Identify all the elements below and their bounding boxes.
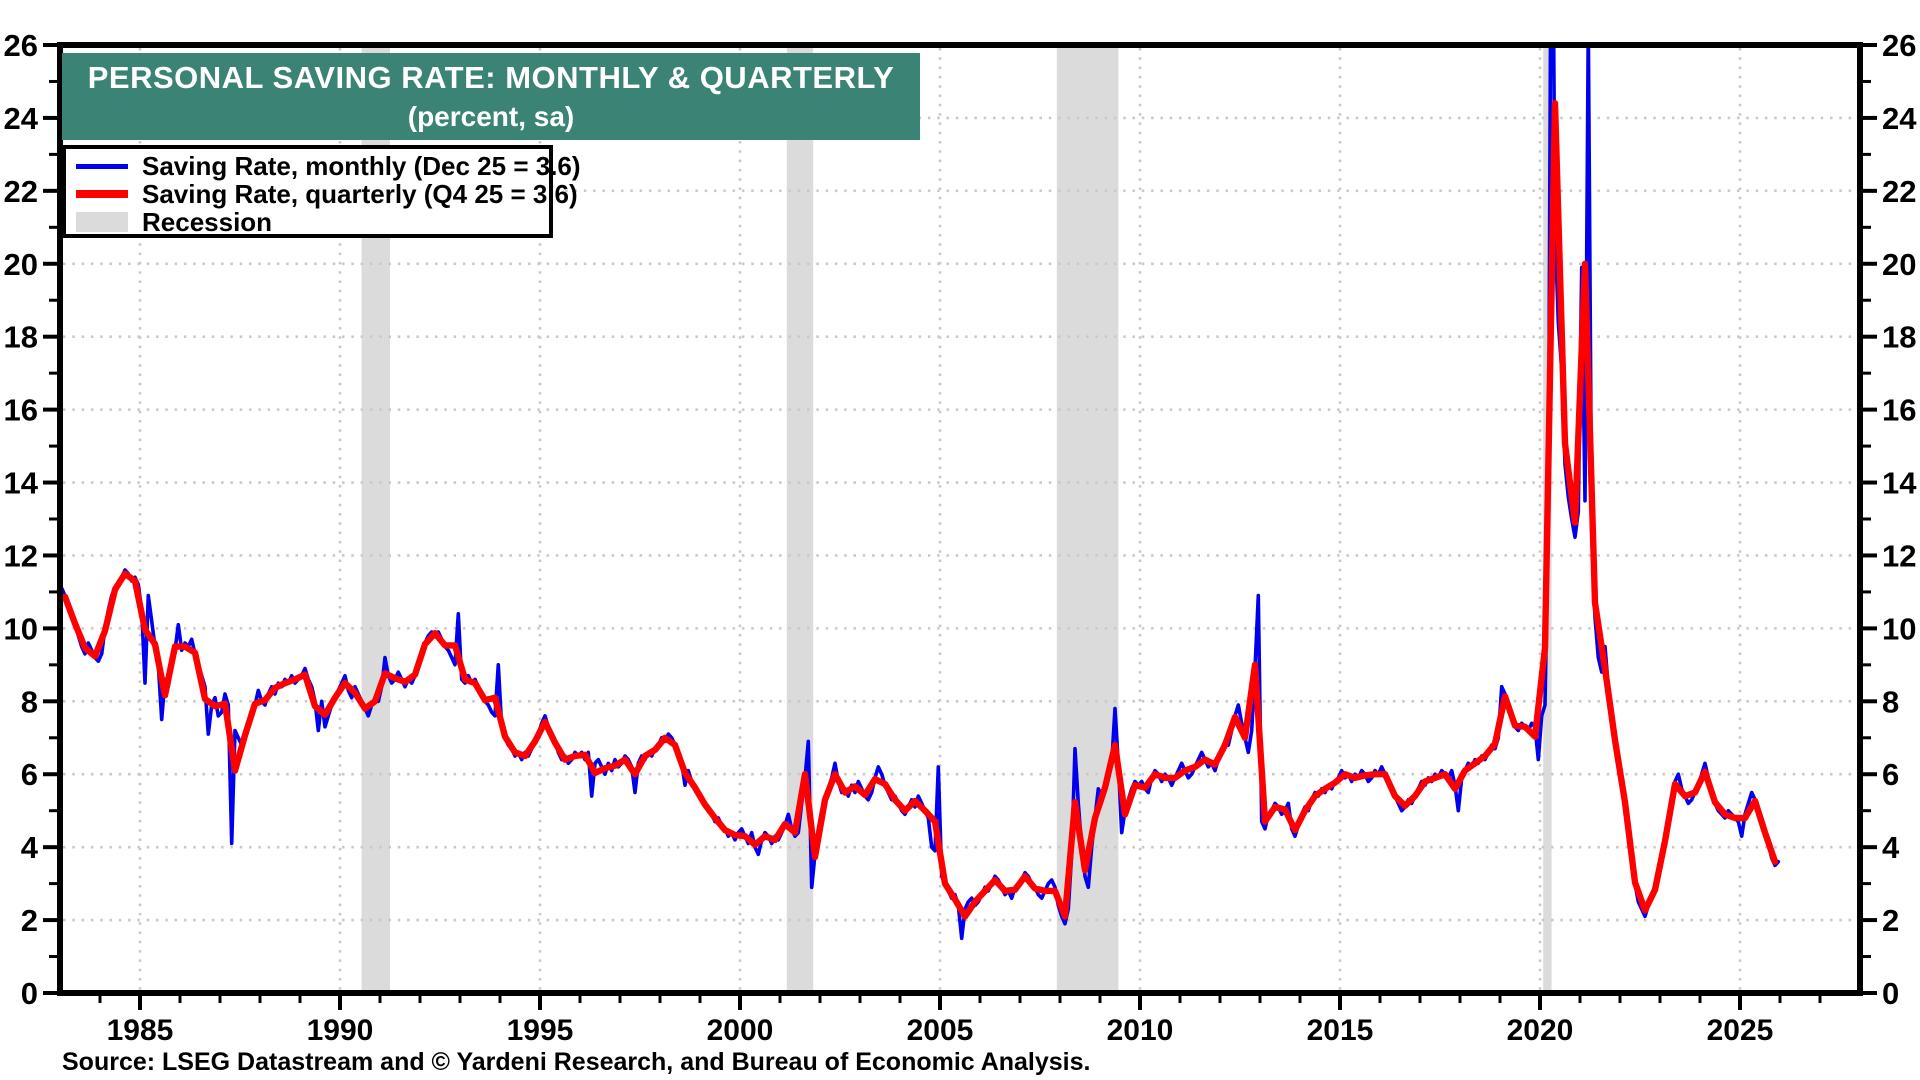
y-axis-left-tick-label: 10: [4, 611, 38, 646]
y-axis-left-tick-label: 20: [4, 247, 38, 282]
y-axis-left-tick-label: 0: [21, 976, 38, 1011]
x-axis-tick-label: 1990: [307, 1014, 374, 1047]
y-axis-left-tick-label: 26: [4, 28, 38, 63]
monthly-saving-rate-line: [63, 48, 1781, 941]
y-axis-right-tick-label: 6: [1882, 757, 1899, 792]
x-axis-tick-label: 1995: [507, 1014, 574, 1047]
source-note: Source: LSEG Datastream and © Yardeni Re…: [62, 1048, 1091, 1076]
legend-label-quarterly: Saving Rate, quarterly (Q4 25 = 3.6): [142, 179, 578, 209]
y-axis-right-tick-label: 16: [1882, 393, 1916, 428]
legend: Saving Rate, monthly (Dec 25 = 3.6) Savi…: [62, 145, 581, 238]
y-axis-right-tick-label: 14: [1882, 466, 1917, 501]
legend-item-monthly: Saving Rate, monthly (Dec 25 = 3.6): [76, 152, 581, 180]
x-axis-tick-label: 2020: [1507, 1014, 1574, 1047]
y-axis-right-tick-label: 0: [1882, 976, 1899, 1011]
chart-title-box: PERSONAL SAVING RATE: MONTHLY & QUARTERL…: [62, 53, 920, 140]
y-axis-right-tick-label: 8: [1882, 684, 1899, 719]
y-axis-right-tick-label: 12: [1882, 538, 1916, 573]
legend-item-recession: Recession: [76, 208, 549, 236]
recession-swatch-icon: [76, 212, 128, 232]
y-axis-right-tick-label: 4: [1882, 830, 1900, 865]
y-axis-left-tick-label: 14: [4, 466, 39, 501]
x-axis-tick-label: 2005: [907, 1014, 974, 1047]
y-axis-right-tick-label: 10: [1882, 611, 1916, 646]
y-axis-right-tick-label: 22: [1882, 174, 1916, 209]
legend-label-recession: Recession: [142, 207, 273, 237]
x-axis-tick-label: 2010: [1107, 1014, 1174, 1047]
y-axis-left-tick-label: 22: [4, 174, 38, 209]
y-axis-left-tick-label: 24: [4, 101, 39, 136]
y-axis-left-tick-label: 4: [21, 830, 39, 865]
y-axis-right-tick-label: 2: [1882, 903, 1899, 938]
y-axis-left-tick-label: 2: [21, 903, 38, 938]
y-axis-left-tick-label: 8: [21, 684, 38, 719]
y-axis-right-tick-label: 26: [1882, 28, 1916, 63]
y-axis-left-tick-label: 18: [4, 320, 38, 355]
y-axis-right-tick-label: 20: [1882, 247, 1916, 282]
y-axis-left-tick-label: 12: [4, 538, 38, 573]
x-axis-tick-label: 1985: [107, 1014, 174, 1047]
chart-subtitle: (percent, sa): [407, 101, 575, 132]
x-axis-tick-label: 2000: [707, 1014, 774, 1047]
recession-band: [1056, 48, 1119, 990]
chart-title: PERSONAL SAVING RATE: MONTHLY & QUARTERL…: [87, 60, 895, 95]
plot-frame: [57, 42, 1863, 996]
quarterly-line-swatch-icon: [76, 190, 128, 198]
y-axis-left-tick-label: 6: [21, 757, 38, 792]
monthly-line-swatch-icon: [76, 163, 128, 169]
legend-label-monthly: Saving Rate, monthly (Dec 25 = 3.6): [142, 151, 581, 181]
x-axis-tick-label: 2025: [1707, 1014, 1774, 1047]
legend-item-quarterly: Saving Rate, quarterly (Q4 25 = 3.6): [76, 180, 578, 208]
quarterly-saving-rate-line: [63, 100, 1779, 920]
y-axis-left-tick-label: 16: [4, 393, 38, 428]
y-axis-right-tick-label: 24: [1882, 101, 1917, 136]
x-axis-tick-label: 2015: [1307, 1014, 1374, 1047]
y-axis-right-tick-label: 18: [1882, 320, 1916, 355]
